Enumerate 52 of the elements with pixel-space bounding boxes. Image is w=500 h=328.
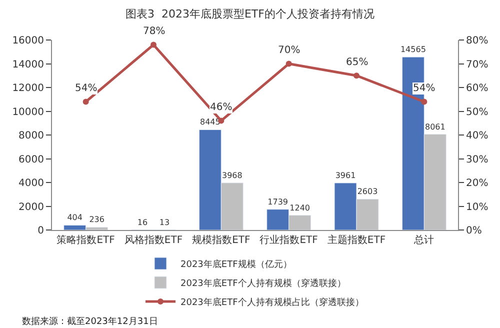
data-label: 13 (159, 218, 170, 227)
data-label: 70% (278, 45, 300, 56)
y2-tick-label: 10% (466, 202, 488, 213)
point (421, 98, 428, 105)
point (150, 42, 156, 48)
data-label: 1240 (290, 203, 310, 212)
legend-label: 2023年底ETF规模（亿元） (180, 259, 292, 270)
y-tick-label: 14000 (12, 59, 44, 70)
data-label: 54% (413, 83, 436, 94)
x-tick-label: 主题指数ETF (327, 234, 386, 246)
data-label: 404 (67, 213, 82, 222)
y-tick-label: 8000 (18, 130, 44, 142)
y2-tick-label: 60% (466, 83, 488, 94)
x-tick-label: 行业指数ETF (260, 234, 318, 246)
y-tick-label: 0 (38, 226, 44, 236)
y-tick-label: 16000 (12, 36, 44, 46)
legend-label: 2023年底ETF个人持有规模占比（穿透联接） (180, 297, 364, 308)
y-tick-label: 10000 (12, 106, 44, 118)
source-note: 数据来源：截至2023年12月31日 (22, 316, 158, 327)
y2-tick-label: 40% (466, 130, 488, 142)
y-tick-label: 12000 (12, 83, 44, 94)
data-label: 16 (137, 218, 148, 227)
y2-tick-label: 20% (466, 178, 488, 189)
data-label: 3968 (222, 170, 242, 180)
y2-tick-label: 0% (466, 226, 482, 236)
y2-tick-label: 30% (466, 154, 488, 166)
data-label: 8445 (200, 118, 220, 127)
data-label: 54% (75, 83, 98, 94)
y-tick-label: 2000 (18, 202, 44, 213)
point (82, 98, 89, 105)
point (354, 72, 360, 79)
legend-label: 2023年底ETF个人持有规模（穿透联接） (180, 278, 346, 290)
y-tick-label: 4000 (18, 178, 44, 189)
data-label: 65% (346, 57, 368, 68)
y2-tick-label: 70% (466, 59, 488, 70)
y-tick-label: 6000 (18, 154, 44, 166)
y2-tick-label: 80% (466, 36, 488, 46)
point (286, 60, 292, 67)
data-label: 78% (143, 26, 166, 37)
data-label: 14565 (400, 45, 426, 54)
data-label: 2603 (357, 187, 378, 196)
x-tick-label: 规模指数ETF (192, 234, 251, 246)
data-label: 8061 (424, 122, 446, 132)
x-tick-label: 风格指数ETF (124, 234, 183, 246)
data-label: 46% (210, 102, 232, 113)
data-label: 1739 (268, 197, 288, 206)
chart-title: 图表3 2023年底股票型ETF的个人投资者持有情况 (126, 8, 374, 21)
x-tick-label: 策略指数ETF (56, 234, 116, 246)
y2-tick-label: 50% (466, 106, 488, 118)
data-label: 236 (89, 215, 104, 224)
x-tick-label: 总计 (413, 234, 434, 246)
data-label: 3961 (335, 170, 356, 180)
